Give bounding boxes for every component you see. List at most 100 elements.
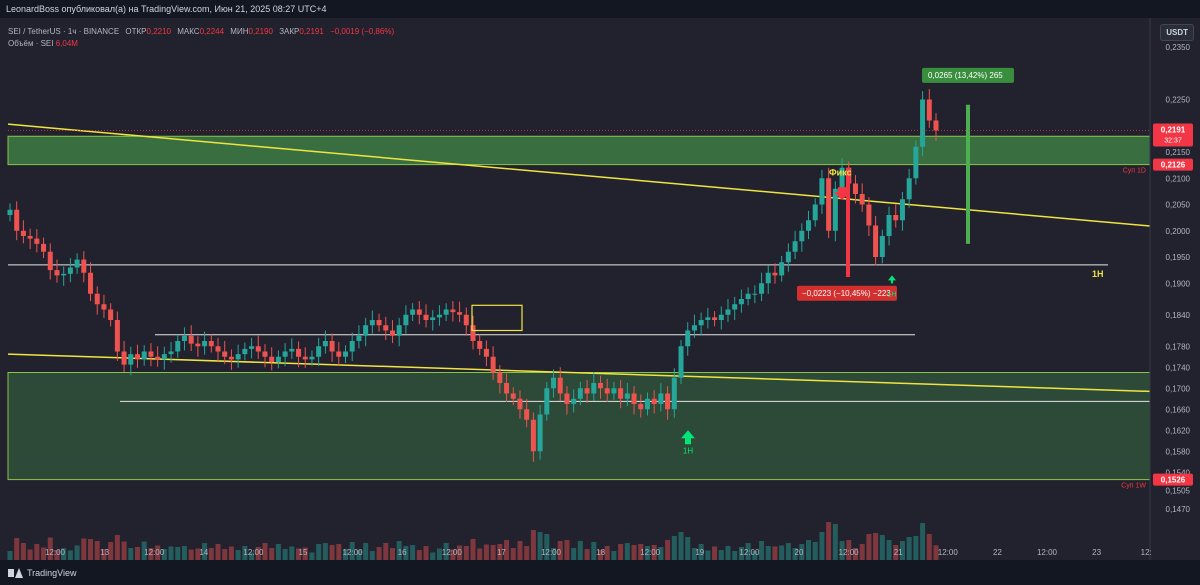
candle — [94, 293, 100, 305]
candle — [913, 146, 919, 179]
volume-bar — [691, 548, 697, 560]
time-tick-label: 12:00 — [938, 548, 959, 557]
price-tick-label: 0,1660 — [1166, 405, 1191, 414]
candle — [289, 348, 295, 352]
volume-bar — [262, 543, 268, 560]
volume-bar — [551, 548, 557, 560]
candle — [215, 346, 221, 352]
low-value: 0,2190 — [248, 27, 273, 36]
candle — [638, 404, 644, 410]
trend-line — [7, 353, 1151, 393]
trend-line — [7, 123, 1151, 227]
down-arrow-icon — [834, 187, 850, 201]
candle — [316, 346, 322, 357]
candle — [228, 356, 234, 360]
candle — [309, 356, 315, 360]
candle — [322, 341, 328, 347]
candle — [436, 314, 442, 318]
volume-bar — [302, 547, 308, 560]
candle — [658, 393, 664, 404]
candle — [785, 251, 791, 263]
currency-button[interactable]: USDT — [1160, 24, 1194, 41]
price-tick-label: 0,2100 — [1166, 174, 1191, 183]
publish-header: LeonardBoss опубликовал(а) на TradingVie… — [0, 0, 1200, 18]
symbol-name[interactable]: SEI / TetherUS · 1ч · BINANCE — [8, 27, 120, 36]
candle — [7, 209, 13, 215]
volume-bar — [343, 549, 349, 560]
level-price-text: 0,2126 — [1161, 161, 1186, 170]
candle — [457, 312, 463, 315]
candle — [168, 351, 174, 355]
candle — [906, 178, 912, 200]
volume-label[interactable]: Объём · SEI — [8, 39, 54, 48]
volume-bar — [141, 541, 147, 560]
volume-bar — [309, 552, 315, 560]
candle — [618, 388, 624, 399]
volume-bar — [926, 534, 932, 560]
volume-bar — [450, 549, 456, 560]
volume-bar — [718, 550, 724, 560]
time-tick-label: 12:00 — [243, 548, 264, 557]
volume-bar — [7, 551, 13, 560]
volume-bar — [128, 548, 134, 560]
volume-bar — [658, 547, 664, 560]
time-tick-label: 20 — [795, 548, 804, 557]
candle — [430, 317, 436, 320]
time-tick-label: 14 — [199, 548, 208, 557]
candle — [369, 320, 375, 326]
volume-bar — [799, 544, 805, 560]
candle — [255, 346, 261, 352]
volume-bar — [161, 549, 167, 560]
candle — [34, 238, 40, 244]
candle — [772, 272, 778, 276]
volume-bar — [208, 548, 214, 560]
footer-brand: TradingView — [27, 567, 77, 578]
candle — [74, 259, 80, 268]
candle — [685, 330, 691, 347]
volume-bar — [114, 535, 120, 560]
candle — [712, 317, 718, 320]
footer: TradingView — [0, 560, 1200, 585]
candle — [517, 398, 523, 410]
candle — [336, 351, 342, 357]
volume-bar — [349, 542, 355, 560]
close-label: ЗАКР — [279, 27, 300, 36]
candle — [698, 320, 704, 326]
volume-bar — [604, 546, 610, 560]
volume-bar — [732, 551, 738, 560]
time-tick-label: 12: — [1141, 548, 1152, 557]
candle — [329, 341, 335, 352]
chart-pane[interactable]: Сyп 1D Сyп 1W 1H 0,0265 (13,42%) 265 −0,0223… — [0, 18, 1200, 560]
candle — [490, 356, 496, 373]
candle — [47, 251, 53, 271]
volume-bar — [81, 538, 87, 560]
candle — [282, 351, 288, 357]
candle — [41, 243, 47, 252]
volume-bar — [34, 544, 40, 560]
candle — [665, 393, 671, 410]
candle — [389, 330, 395, 336]
candle — [752, 293, 758, 295]
volume-bar — [336, 544, 342, 560]
volume-bar — [644, 546, 650, 560]
candle — [792, 241, 798, 252]
volume-bar — [698, 544, 704, 560]
candle — [423, 314, 429, 320]
price-chart[interactable]: Сyп 1D Сyп 1W 1H 0,0265 (13,42%) 265 −0,0223… — [0, 18, 1200, 560]
volume-bar — [188, 549, 194, 560]
volume-bar — [530, 530, 536, 560]
candle — [738, 299, 744, 305]
candle — [108, 309, 114, 320]
gain-text: 0,0265 (13,42%) 265 — [928, 71, 1003, 80]
candle — [893, 215, 899, 221]
volume-bar — [108, 542, 114, 560]
candle — [235, 354, 241, 360]
candle — [121, 351, 127, 365]
candle — [759, 283, 765, 294]
price-tick-label: 0,2250 — [1166, 96, 1191, 105]
time-tick-label: 18 — [596, 548, 605, 557]
candle — [678, 346, 684, 378]
volume-bar — [369, 551, 375, 560]
volume-bar — [255, 547, 261, 560]
price-tick-label: 0,1580 — [1166, 447, 1191, 456]
